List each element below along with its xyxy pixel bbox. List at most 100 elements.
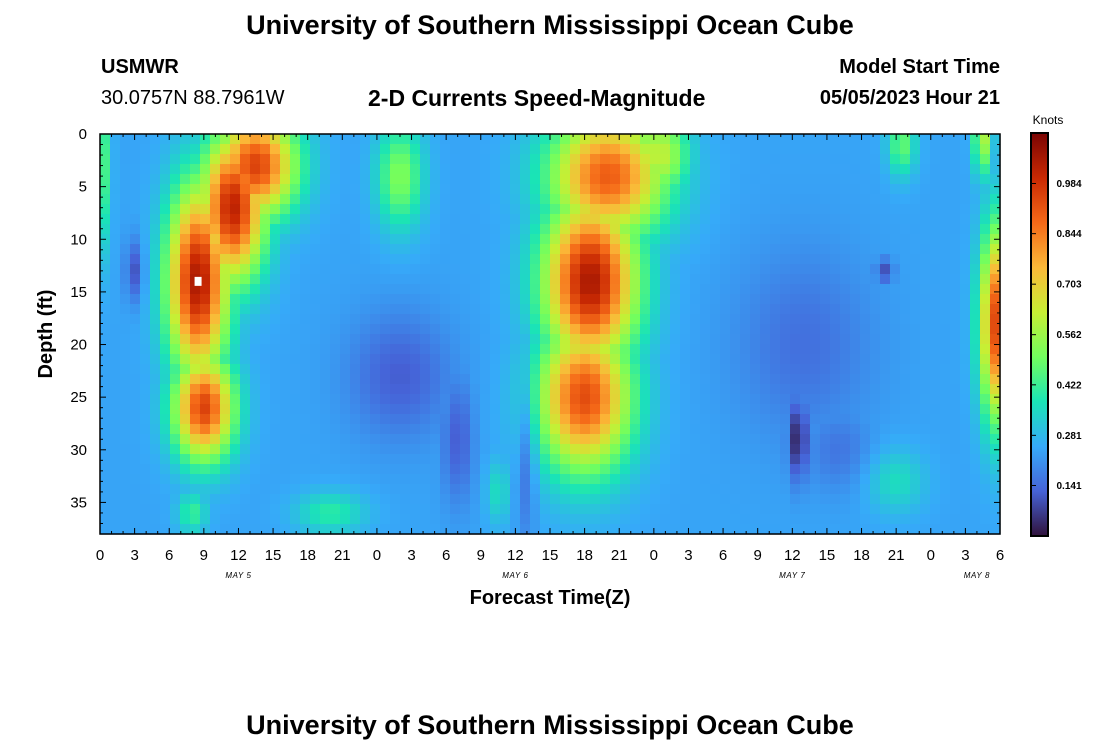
heatmap-cell — [990, 154, 1001, 165]
heatmap-cell — [200, 374, 211, 385]
heatmap-cell — [490, 204, 501, 215]
heatmap-cell — [730, 304, 741, 315]
heatmap-cell — [310, 484, 321, 495]
heatmap-cell — [580, 174, 591, 185]
heatmap-cell — [580, 464, 591, 475]
heatmap-cell — [380, 404, 391, 415]
heatmap-cell — [470, 484, 481, 495]
heatmap-cell — [820, 374, 831, 385]
heatmap-cell — [630, 244, 641, 255]
heatmap-cell — [520, 274, 531, 285]
heatmap-cell — [830, 174, 841, 185]
heatmap-cell — [740, 264, 751, 275]
heatmap-cell — [470, 374, 481, 385]
heatmap-cell — [750, 344, 761, 355]
heatmap-cell — [340, 204, 351, 215]
heatmap-cell — [900, 254, 911, 265]
heatmap-cell — [380, 224, 391, 235]
heatmap-cell — [800, 414, 811, 425]
heatmap-cell — [550, 274, 561, 285]
heatmap-cell — [480, 204, 491, 215]
heatmap-cell — [340, 404, 351, 415]
heatmap-cell — [670, 254, 681, 265]
heatmap-cell — [260, 344, 271, 355]
heatmap-cell — [230, 434, 241, 445]
heatmap-cell — [200, 474, 211, 485]
heatmap-cell — [630, 474, 641, 485]
heatmap-cell — [250, 424, 261, 435]
heatmap-cell — [170, 454, 181, 465]
heatmap-cell — [470, 174, 481, 185]
heatmap-cell — [750, 364, 761, 375]
heatmap-cell — [230, 224, 241, 235]
heatmap-cell — [200, 294, 211, 305]
heatmap-cell — [780, 214, 791, 225]
heatmap-cell — [770, 414, 781, 425]
heatmap-cell — [140, 304, 151, 315]
heatmap-cell — [870, 304, 881, 315]
heatmap-cell — [120, 314, 131, 325]
heatmap-cell — [680, 264, 691, 275]
heatmap-cell — [290, 144, 301, 155]
heatmap-cell — [510, 374, 521, 385]
heatmap-cell — [920, 154, 931, 165]
heatmap-cell — [750, 224, 761, 235]
heatmap-cell — [670, 464, 681, 475]
heatmap-cell — [600, 454, 611, 465]
heatmap-cell — [210, 154, 221, 165]
heatmap-cell — [240, 524, 251, 535]
heatmap-cell — [890, 254, 901, 265]
heatmap-cell — [920, 434, 931, 445]
heatmap-cell — [330, 314, 341, 325]
heatmap-cell — [530, 454, 541, 465]
heatmap-cell — [790, 354, 801, 365]
heatmap-cell — [900, 164, 911, 175]
heatmap-cell — [140, 344, 151, 355]
heatmap-cell — [400, 394, 411, 405]
heatmap-cell — [380, 474, 391, 485]
heatmap-cell — [170, 514, 181, 525]
heatmap-cell — [870, 374, 881, 385]
heatmap-cell — [630, 294, 641, 305]
heatmap-cell — [830, 224, 841, 235]
heatmap-cell — [530, 464, 541, 475]
heatmap-cell — [310, 444, 321, 455]
heatmap-cell — [620, 144, 631, 155]
heatmap-cell — [750, 314, 761, 325]
heatmap-cell — [900, 354, 911, 365]
heatmap-cell — [730, 324, 741, 335]
heatmap-cell — [390, 424, 401, 435]
heatmap-cell — [870, 464, 881, 475]
heatmap-cell — [270, 434, 281, 445]
heatmap-cell — [840, 134, 851, 145]
heatmap-cell — [940, 354, 951, 365]
heatmap-cell — [810, 314, 821, 325]
heatmap-cell — [410, 504, 421, 515]
heatmap-cell — [730, 414, 741, 425]
heatmap-cell — [410, 484, 421, 495]
heatmap-cell — [270, 244, 281, 255]
heatmap-cell — [490, 484, 501, 495]
heatmap-cell — [930, 464, 941, 475]
heatmap-cell — [450, 304, 461, 315]
heatmap-cell — [600, 444, 611, 455]
heatmap-cell — [920, 344, 931, 355]
heatmap-cell — [560, 404, 571, 415]
heatmap-cell — [150, 154, 161, 165]
heatmap-cell — [890, 454, 901, 465]
heatmap-cell — [830, 314, 841, 325]
heatmap-cell — [790, 164, 801, 175]
heatmap-cell — [290, 524, 301, 535]
heatmap-cell — [250, 244, 261, 255]
heatmap-cell — [120, 474, 131, 485]
heatmap-cell — [880, 224, 891, 235]
heatmap-cell — [850, 444, 861, 455]
heatmap-cell — [440, 244, 451, 255]
heatmap-cell — [650, 194, 661, 205]
heatmap-cell — [790, 454, 801, 465]
heatmap-cell — [940, 374, 951, 385]
heatmap-cell — [670, 384, 681, 395]
heatmap-cell — [540, 174, 551, 185]
heatmap-cell — [500, 414, 511, 425]
heatmap-cell — [860, 244, 871, 255]
